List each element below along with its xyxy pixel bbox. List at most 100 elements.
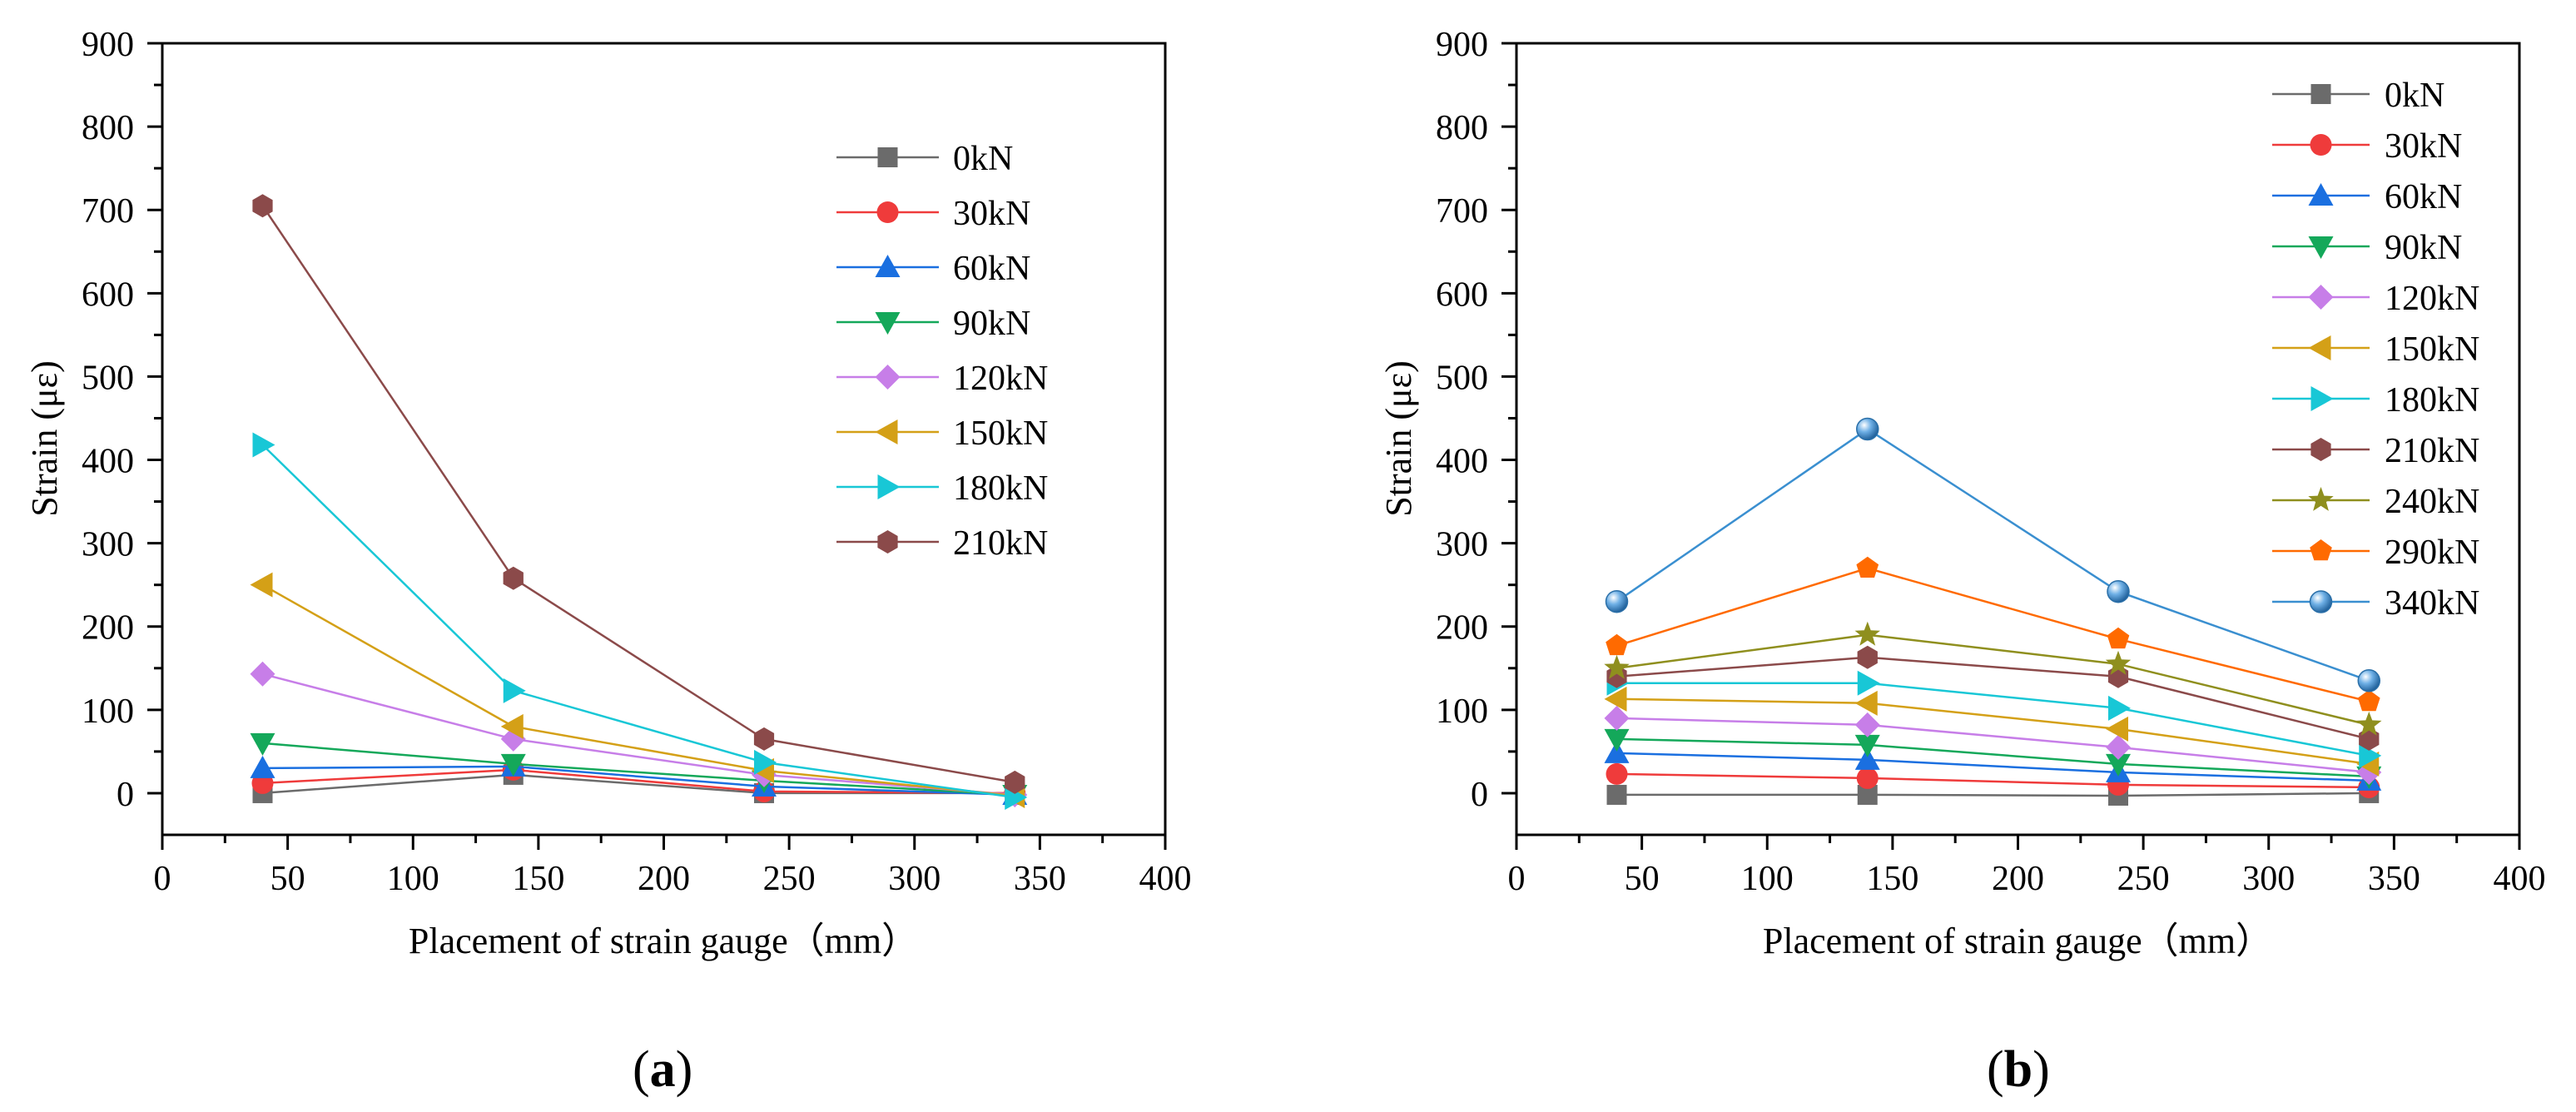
data-point — [1604, 728, 1630, 752]
legend-marker — [875, 255, 901, 277]
data-point — [252, 432, 275, 458]
legend-label: 90kN — [2385, 229, 2462, 267]
data-point — [1604, 654, 1630, 679]
legend-label: 240kN — [2385, 483, 2479, 521]
data-point — [500, 713, 524, 739]
data-point — [1854, 690, 1878, 716]
legend-label: 180kN — [2385, 381, 2479, 419]
y-tick-label: 800 — [1436, 109, 1488, 147]
x-tick-label: 0 — [154, 860, 171, 898]
data-point — [500, 753, 526, 777]
panel-paren-close: ) — [2033, 1041, 2050, 1098]
series-line — [262, 673, 1015, 797]
panel-letter: b — [2004, 1041, 2033, 1098]
panel-label: (b) — [1987, 1041, 2050, 1098]
legend-label: 60kN — [953, 250, 1030, 288]
y-tick-label: 400 — [82, 443, 134, 481]
y-tick-label: 0 — [117, 776, 134, 814]
y-tick-label: 700 — [82, 192, 134, 231]
series-line — [1616, 567, 2370, 703]
x-tick-label: 50 — [271, 860, 305, 898]
x-tick-label: 50 — [1625, 860, 1660, 898]
panel-paren-open: ( — [633, 1041, 650, 1098]
series-30kN — [1606, 762, 2380, 798]
data-point — [252, 194, 273, 218]
legend-marker — [877, 530, 898, 554]
x-tick-label: 350 — [2368, 860, 2420, 898]
y-tick-label: 500 — [1436, 359, 1488, 397]
data-point — [2107, 627, 2130, 649]
series-30kN — [251, 758, 1026, 804]
series-210kN — [252, 194, 1025, 794]
data-point — [1857, 645, 1878, 669]
legend-marker — [877, 474, 901, 499]
legend-label: 210kN — [953, 524, 1048, 563]
panel-paren-close: ) — [676, 1041, 693, 1098]
series-line — [1616, 792, 2370, 797]
legend-entry: 240kN — [2272, 483, 2479, 521]
data-point — [2106, 716, 2128, 742]
data-point — [1606, 762, 1628, 785]
legend-entry: 0kN — [2272, 77, 2444, 115]
series-line — [261, 444, 1015, 799]
legend-label: 30kN — [953, 195, 1030, 233]
legend-marker — [2308, 285, 2334, 310]
legend-entry: 180kN — [836, 469, 1048, 508]
series-line — [1616, 633, 2370, 727]
series-line — [261, 205, 1015, 784]
y-tick-label: 100 — [1436, 693, 1488, 731]
data-point — [2106, 734, 2131, 760]
data-point — [1605, 589, 1629, 613]
legend-label: 120kN — [953, 360, 1048, 398]
x-tick-label: 250 — [2117, 860, 2170, 898]
panel-letter: a — [650, 1041, 676, 1098]
series-line — [1616, 737, 2370, 778]
data-point — [1856, 556, 1879, 578]
x-tick-label: 250 — [763, 860, 816, 898]
y-tick-label: 500 — [82, 359, 134, 397]
data-point — [1604, 686, 1627, 712]
data-point — [1604, 705, 1630, 731]
legend-marker — [2310, 84, 2331, 104]
legend-marker — [876, 201, 899, 223]
legend-marker — [2308, 487, 2334, 511]
legend-label: 180kN — [953, 469, 1048, 508]
legend-marker — [2310, 539, 2332, 561]
y-tick-label: 300 — [1436, 526, 1488, 564]
legend-entry: 340kN — [2272, 584, 2479, 623]
data-point — [1854, 621, 1880, 646]
series-340kN — [1605, 417, 2380, 693]
series-120kN — [1604, 705, 2382, 785]
series-180kN — [252, 432, 1028, 810]
legend-marker — [2308, 183, 2334, 206]
chart-panel-b: 0 50 100 150 200 250 300 350 400 0 100 200 300 400 500… — [1378, 26, 2546, 1098]
legend-label: 0kN — [2385, 77, 2444, 115]
y-tick-label: 200 — [82, 609, 134, 648]
x-tick-label: 100 — [1741, 860, 1794, 898]
data-point — [1857, 670, 1880, 696]
legend-entry: 30kN — [2272, 127, 2462, 166]
data-point — [1856, 767, 1879, 789]
y-tick-label: 400 — [1436, 443, 1488, 481]
x-tick-label: 150 — [1866, 860, 1918, 898]
data-point — [2108, 695, 2131, 721]
series-0kN — [252, 764, 1025, 803]
y-tick-label: 100 — [82, 693, 134, 731]
y-axis-title: Strain (με) — [1378, 360, 1419, 516]
y-tick-label: 900 — [1436, 26, 1488, 64]
data-point — [753, 727, 775, 751]
legend-marker — [2308, 236, 2334, 259]
series-line — [1616, 697, 2370, 766]
legend-marker — [2309, 590, 2333, 613]
legend-marker — [2308, 335, 2331, 360]
legend-label: 90kN — [953, 305, 1030, 343]
series-line — [261, 583, 1015, 797]
series-90kN — [250, 732, 1028, 807]
y-axis-title: Strain (με) — [24, 360, 65, 516]
series-line — [1616, 717, 2370, 774]
legend-entry: 120kN — [836, 360, 1048, 398]
data-point — [503, 678, 526, 703]
legend-marker — [2310, 386, 2334, 411]
chart-panel-a: 0 50 100 150 200 250 300 350 400 0 100 200 300 400 500… — [24, 26, 1192, 1098]
data-point — [2356, 711, 2382, 736]
